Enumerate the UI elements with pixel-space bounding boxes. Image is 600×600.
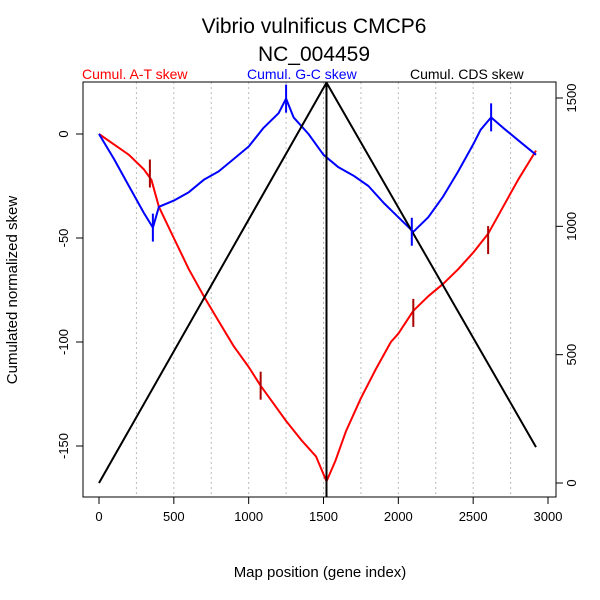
legend-cds: Cumul. CDS skew [410,66,524,82]
chart-title: Vibrio vulnificus CMCP6 [202,15,427,38]
y-right-tick-label: 1500 [564,84,579,113]
series-layer [98,81,537,497]
legend-at: Cumul. A-T skew [82,66,188,82]
y-axis-label: Cumulated normalized skew [4,196,21,385]
marker-layer [148,84,493,400]
x-tick-label: 2000 [384,509,413,524]
x-tick-label: 2500 [459,509,488,524]
chart-subtitle: NC_004459 [258,43,370,66]
x-tick-label: 1500 [309,509,338,524]
y-right-tick-label: 1000 [564,212,579,241]
legend-gc: Cumul. G-C skew [247,66,358,82]
cds-skew-line [98,81,537,484]
plot-frame [82,81,557,498]
x-axis-label: Map position (gene index) [234,564,407,581]
y-left-tick-label: -100 [56,329,71,355]
x-tick-label: 3000 [534,509,563,524]
at-skew-line [98,133,537,483]
y-right-tick-label: 0 [564,479,579,486]
y-left-tick-label: -50 [56,229,71,248]
y-left-tick-label: 0 [56,130,71,137]
gc-skew-line [98,97,537,233]
y-left-tick-label: -150 [56,433,71,459]
axes-layer: 0 500 1000 1500 2000 2500 3000 0 -50 -100 -150 0 500… [56,84,579,524]
x-tick-label: 500 [163,509,185,524]
x-tick-label: 1000 [234,509,263,524]
y-right-tick-label: 500 [564,344,579,366]
grid-lines [135,82,512,497]
x-tick-label: 0 [95,509,102,524]
